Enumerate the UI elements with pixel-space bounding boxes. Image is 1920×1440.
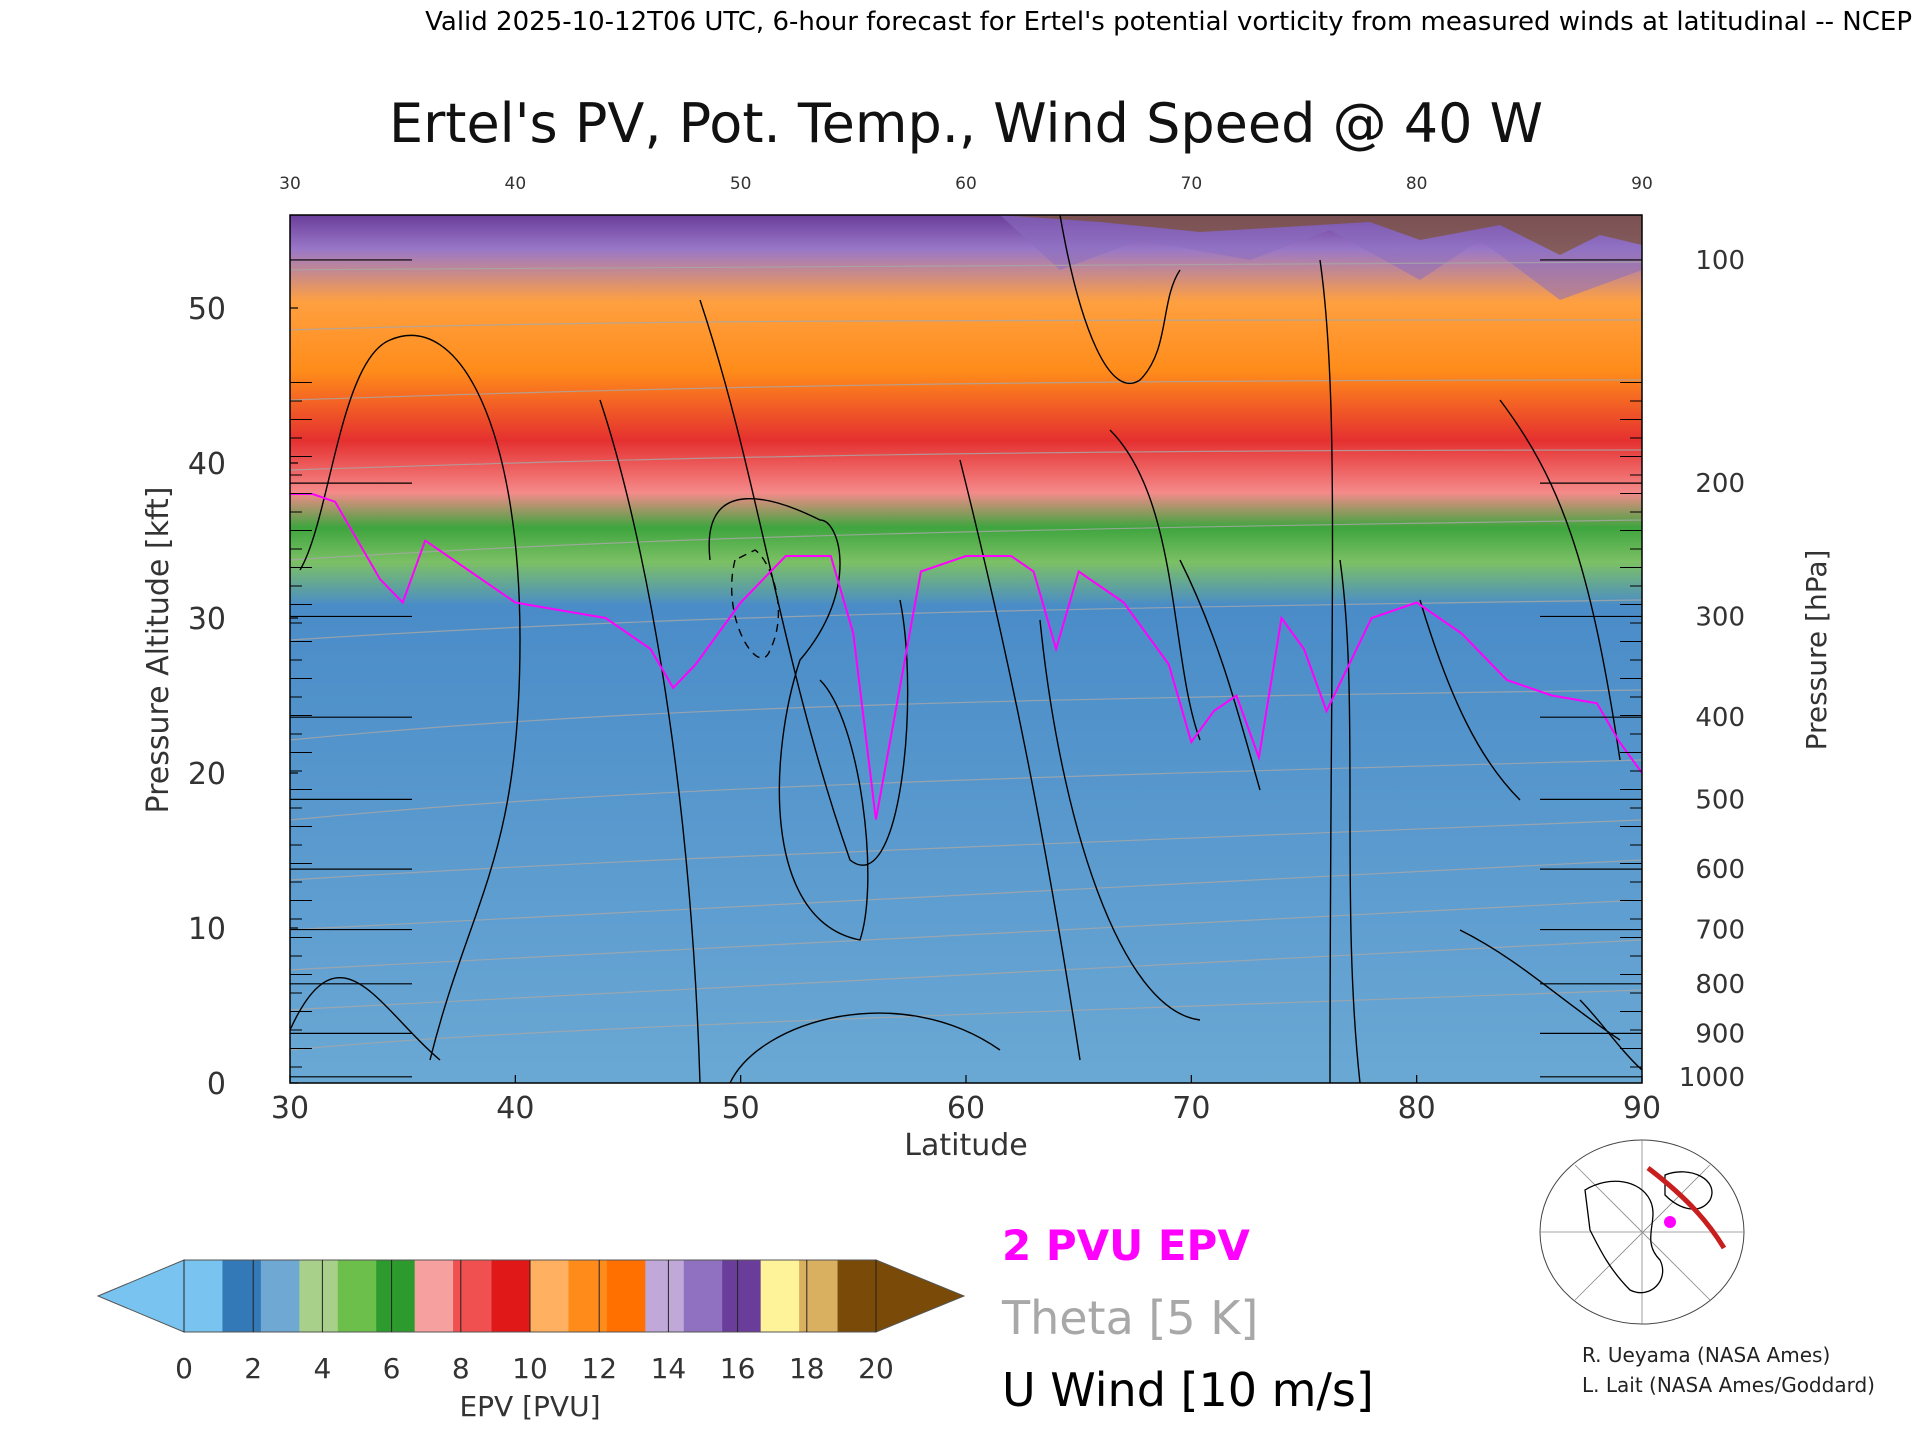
y-tick-label-4: 40 [188,447,226,482]
colorbar-swatch-4 [337,1260,377,1332]
colorbar-over-arrow [875,1259,966,1333]
x-top-tick-label-6: 90 [1631,174,1653,194]
colorbar-swatch-16 [799,1260,839,1332]
x-top-tick-label-0: 30 [279,174,301,194]
pressure-label-7: 800 [1695,970,1745,1000]
section-path [1646,1166,1727,1250]
pressure-label-6: 700 [1695,916,1745,946]
colorbar-tick-9: 18 [789,1352,825,1385]
x-tick-label-2: 50 [722,1091,760,1126]
colorbar-swatch-0 [184,1260,224,1332]
colorbar-ticks: 0 2 4 6 8 10 12 14 16 18 20 [175,1260,894,1385]
pressure-label-8: 900 [1695,1019,1745,1049]
x-tick-label-6: 90 [1623,1091,1661,1126]
colorbar-tick-5: 10 [512,1352,548,1385]
stratosphere-top-band [1000,215,1642,300]
colorbar-segments [183,1259,877,1333]
colorbar-tick-4: 8 [452,1352,470,1385]
colorbar-swatch-11 [606,1260,646,1332]
colorbar-label: EPV [PVU] [459,1390,600,1423]
axis-labels: Latitude Pressure Altitude [kft] Pressur… [141,487,1833,1163]
pressure-label-1: 200 [1695,469,1745,499]
pressure-label-9: 1000 [1679,1063,1745,1093]
legend-theta: Theta [5 K] [1001,1291,1258,1345]
x-tick-label-3: 60 [947,1091,985,1126]
x-axis-label: Latitude [904,1128,1027,1163]
colorbar-swatch-12 [645,1260,685,1332]
pressure-ticks-right [1540,259,1642,1078]
y-tick-label-0: 0 [207,1067,226,1102]
colorbar-swatch-10 [568,1260,608,1332]
x-tick-label-0: 30 [271,1091,309,1126]
credit-1: R. Ueyama (NASA Ames) [1582,1343,1830,1367]
location-map-inset [1539,1139,1745,1325]
legend: 2 PVU EPV Theta [5 K] U Wind [10 m/s] [1001,1221,1374,1417]
colorbar-tick-7: 14 [651,1352,687,1385]
x-ticks-bottom: 30 40 50 60 70 80 90 [271,1075,1661,1126]
pressure-label-3: 400 [1695,703,1745,733]
colorbar-swatch-5 [376,1260,416,1332]
colorbar-tick-3: 6 [383,1352,401,1385]
colorbar-tick-0: 0 [175,1352,193,1385]
y-ticks: 0 10 20 30 40 50 [188,292,298,1102]
colorbar-swatch-6 [414,1260,454,1332]
y-tick-label-3: 30 [188,602,226,637]
colorbar-swatch-3 [299,1260,339,1332]
y-tick-label-2: 20 [188,757,226,792]
header-text: Valid 2025-10-12T06 UTC, 6-hour forecast… [425,7,1912,37]
colorbar-tick-2: 4 [313,1352,331,1385]
pressure-ticks-left [290,259,412,1078]
y-axis-right-label: Pressure [hPa] [1800,550,1833,751]
pressure-label-2: 300 [1695,602,1745,632]
tropopause-2pvu-line [290,493,1642,820]
x-tick-label-4: 70 [1172,1091,1210,1126]
stratosphere-cap [1000,215,1642,255]
x-tick-label-5: 80 [1398,1091,1436,1126]
colorbar-under-arrow [96,1259,185,1333]
pressure-label-4: 500 [1695,785,1745,815]
x-tick-label-1: 40 [496,1091,534,1126]
colorbar-swatch-15 [760,1260,800,1332]
colorbar-swatch-14 [722,1260,762,1332]
credit-2: L. Lait (NASA Ames/Goddard) [1582,1373,1875,1397]
x-ticks-top: 30 40 50 60 70 80 90 [279,174,1653,194]
x-top-tick-label-3: 60 [955,174,977,194]
pressure-label-5: 600 [1695,855,1745,885]
x-top-tick-label-2: 50 [730,174,752,194]
colorbar-swatch-7 [453,1260,493,1332]
colorbar-swatch-17 [837,1260,877,1332]
y-tick-label-5: 50 [188,292,226,327]
x-top-tick-label-5: 80 [1406,174,1428,194]
plot-area [289,214,1643,1084]
colorbar-tick-1: 2 [244,1352,262,1385]
colorbar-tick-10: 20 [858,1352,894,1385]
colorbar-swatch-9 [530,1260,570,1332]
x-top-tick-label-4: 70 [1181,174,1203,194]
colorbar-swatch-2 [260,1260,300,1332]
colorbar-swatch-8 [491,1260,531,1332]
wind-contours [290,215,1642,1083]
colorbar: 0 2 4 6 8 10 12 14 16 18 20 EPV [PVU] [96,1259,966,1423]
legend-wind: U Wind [10 m/s] [1002,1363,1374,1417]
x-top-tick-label-1: 40 [505,174,527,194]
legend-pv: 2 PVU EPV [1002,1221,1250,1270]
continent-outline [1584,1171,1713,1294]
colorbar-tick-6: 12 [581,1352,617,1385]
y-tick-label-1: 10 [188,912,226,947]
pressure-label-0: 100 [1695,246,1745,276]
colorbar-swatch-13 [683,1260,723,1332]
chart-title: Ertel's PV, Pot. Temp., Wind Speed @ 40 … [389,92,1543,155]
location-marker [1664,1216,1676,1228]
y-axis-label: Pressure Altitude [kft] [141,487,176,814]
colorbar-tick-8: 16 [720,1352,756,1385]
pressure-tick-labels: 100 200 300 400 500 600 700 800 900 1000 [1679,246,1745,1093]
colorbar-swatch-1 [222,1260,262,1332]
plot-background [290,215,1642,1083]
